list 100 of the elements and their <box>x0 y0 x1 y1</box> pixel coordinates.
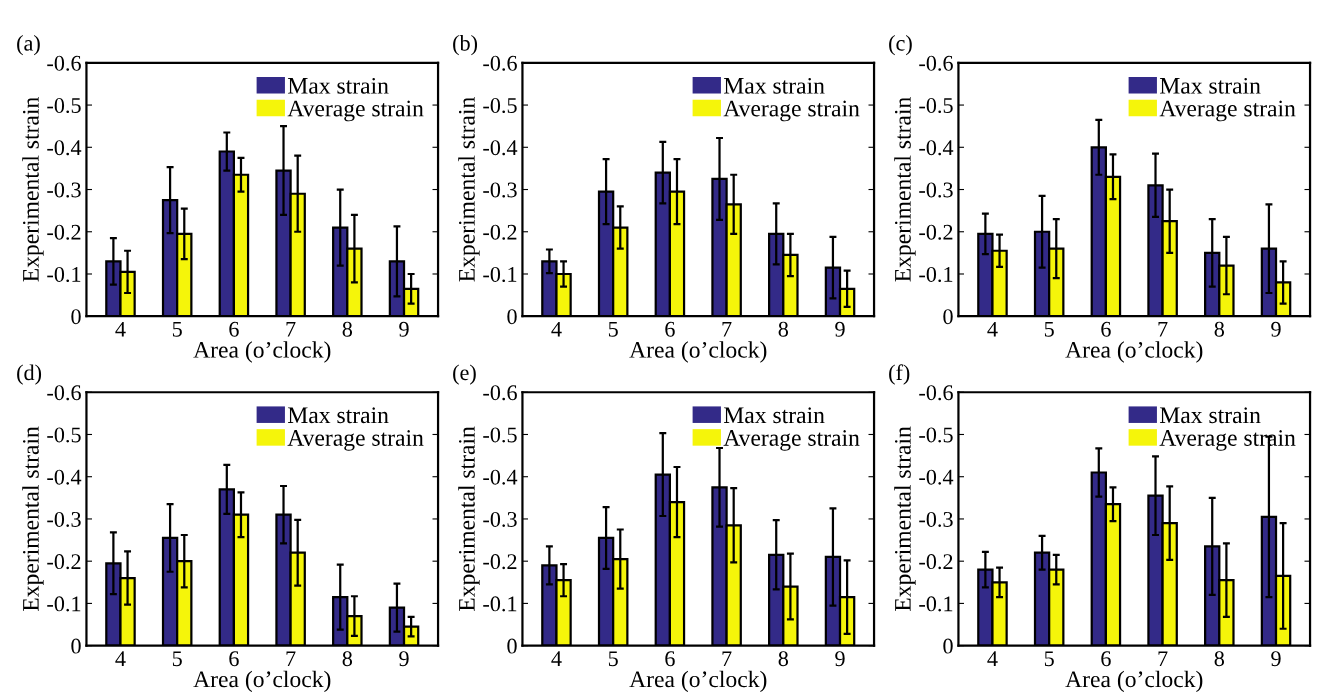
x-axis-title: Area (o’clock) <box>1065 670 1203 693</box>
chart-title: (a) <box>17 35 40 56</box>
legend-label: Max strain <box>287 77 389 94</box>
y-tick-label: 0 <box>71 309 81 325</box>
y-axis-title: Experimental strain <box>458 426 480 612</box>
y-axis-title: Experimental strain <box>894 97 916 282</box>
y-tick-label: -0.1 <box>483 266 517 283</box>
y-tick-label: -0.6 <box>483 55 517 71</box>
y-tick-label: -0.5 <box>483 97 517 114</box>
x-tick-label: 6 <box>665 651 675 667</box>
y-tick-label: -0.3 <box>919 511 953 527</box>
x-tick-label: 9 <box>1271 651 1281 667</box>
x-tick-label: 4 <box>551 321 562 337</box>
chart-title: (f) <box>889 364 910 385</box>
y-tick-label: -0.3 <box>483 182 517 198</box>
x-tick-label: 7 <box>722 321 732 337</box>
x-axis-title: Area (o’clock) <box>193 341 331 363</box>
chart-title: (c) <box>889 35 912 56</box>
x-tick-label: 5 <box>1044 321 1054 337</box>
y-tick-label: -0.1 <box>483 596 517 612</box>
y-tick-label: -0.4 <box>919 140 954 156</box>
y-tick-label: -0.2 <box>919 554 953 570</box>
y-tick-label: -0.4 <box>483 140 518 156</box>
y-tick-label: -0.2 <box>47 554 81 570</box>
legend-label: Max strain <box>723 407 825 424</box>
x-tick-label: 8 <box>1214 651 1225 667</box>
y-tick-label: -0.4 <box>483 469 518 485</box>
legend-label: Max strain <box>1159 407 1261 424</box>
legend-label: Average strain <box>1159 100 1296 122</box>
y-tick-label: -0.4 <box>47 140 82 156</box>
x-tick-label: 8 <box>778 321 789 337</box>
x-tick-label: 5 <box>172 321 182 337</box>
x-tick-label: 9 <box>1271 321 1281 337</box>
y-axis-title: Experimental strain <box>458 97 480 282</box>
y-tick-label: 0 <box>507 309 517 325</box>
x-tick-label: 8 <box>342 651 353 667</box>
y-axis-title: Experimental strain <box>894 426 916 612</box>
x-tick-label: 4 <box>987 321 998 337</box>
y-axis-title: Experimental strain <box>22 426 44 612</box>
y-tick-label: -0.1 <box>919 596 953 612</box>
y-tick-label: -0.2 <box>47 224 81 240</box>
x-tick-label: 7 <box>286 321 296 337</box>
y-tick-label: -0.6 <box>919 385 953 401</box>
y-tick-label: -0.6 <box>919 55 953 71</box>
x-tick-label: 7 <box>286 651 296 666</box>
y-tick-label: -0.1 <box>47 596 81 612</box>
chart-title: (b) <box>453 35 478 56</box>
x-tick-label: 5 <box>172 651 182 667</box>
x-axis-title: Area (o’clock) <box>193 670 331 693</box>
x-tick-label: 9 <box>399 321 409 337</box>
y-tick-label: -0.3 <box>47 511 81 527</box>
legend-label: Average strain <box>287 430 424 451</box>
x-tick-label: 4 <box>551 651 562 666</box>
x-tick-label: 9 <box>835 321 845 337</box>
x-tick-label: 4 <box>115 651 126 666</box>
x-tick-label: 6 <box>229 321 239 337</box>
x-tick-label: 6 <box>1101 321 1111 337</box>
x-axis-title: Area (o’clock) <box>1065 341 1203 363</box>
chart-title: (e) <box>453 364 476 385</box>
y-axis-title: Experimental strain <box>22 97 44 282</box>
y-tick-label: -0.2 <box>483 224 517 240</box>
y-tick-label: 0 <box>71 638 81 654</box>
y-tick-label: -0.4 <box>919 469 954 485</box>
legend-label: Max strain <box>723 77 825 94</box>
y-tick-label: -0.4 <box>47 469 82 485</box>
legend-label: Average strain <box>287 100 424 122</box>
y-tick-label: -0.3 <box>483 511 517 527</box>
legend-label: Average strain <box>723 430 860 451</box>
y-tick-label: -0.1 <box>47 266 81 283</box>
x-tick-label: 5 <box>1044 651 1054 667</box>
x-tick-label: 4 <box>115 321 126 337</box>
y-tick-label: -0.3 <box>47 182 81 198</box>
y-tick-label: 0 <box>943 638 953 654</box>
x-tick-label: 7 <box>722 651 732 666</box>
y-tick-label: 0 <box>943 309 953 325</box>
x-tick-label: 9 <box>835 651 845 667</box>
y-tick-label: -0.2 <box>919 224 953 240</box>
legend-label: Max strain <box>287 407 389 424</box>
y-tick-label: 0 <box>507 638 517 654</box>
x-tick-label: 9 <box>399 651 409 667</box>
x-tick-label: 5 <box>608 651 618 667</box>
legend-label: Average strain <box>723 100 860 122</box>
x-tick-label: 8 <box>342 321 353 337</box>
x-axis-title: Area (o’clock) <box>629 670 767 693</box>
x-tick-label: 8 <box>778 651 789 667</box>
x-axis-title: Area (o’clock) <box>629 341 767 363</box>
x-tick-label: 7 <box>1158 651 1168 666</box>
y-tick-label: -0.5 <box>919 97 953 114</box>
y-tick-label: -0.6 <box>47 385 81 401</box>
chart-title: (d) <box>17 364 42 385</box>
y-tick-label: -0.2 <box>483 554 517 570</box>
x-tick-label: 6 <box>665 321 675 337</box>
y-tick-label: -0.5 <box>919 427 953 443</box>
y-tick-label: -0.5 <box>483 427 517 443</box>
y-tick-label: -0.5 <box>47 97 81 114</box>
y-tick-label: -0.5 <box>47 427 81 443</box>
y-tick-label: -0.1 <box>919 266 953 283</box>
x-tick-label: 5 <box>608 321 618 337</box>
x-tick-label: 8 <box>1214 321 1225 337</box>
y-tick-label: -0.6 <box>47 55 81 71</box>
